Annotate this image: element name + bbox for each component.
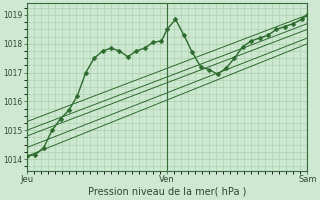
X-axis label: Pression niveau de la mer( hPa ): Pression niveau de la mer( hPa ) xyxy=(88,187,246,197)
